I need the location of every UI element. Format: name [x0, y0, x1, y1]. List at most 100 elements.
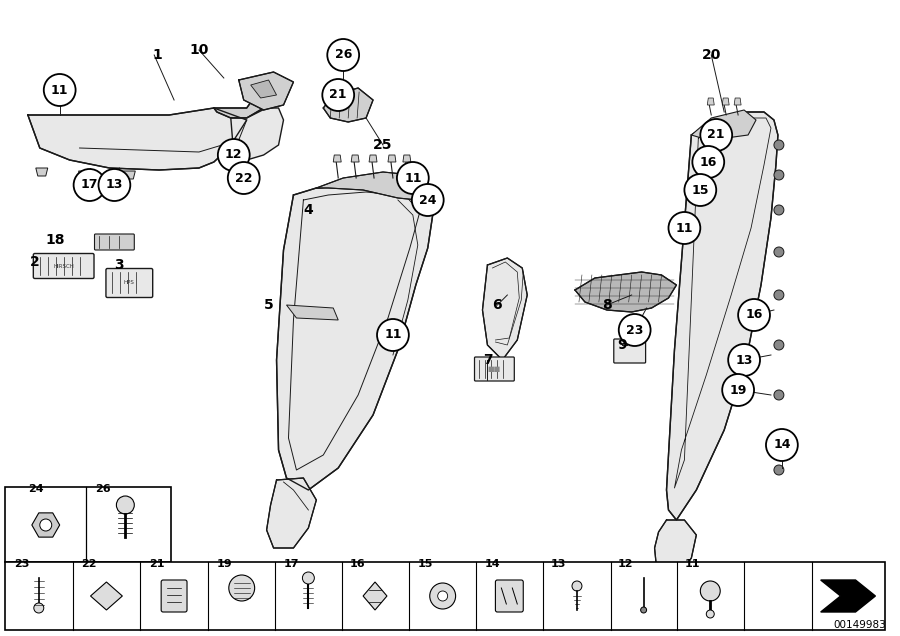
- Polygon shape: [363, 582, 387, 610]
- Polygon shape: [266, 478, 316, 548]
- Circle shape: [774, 247, 784, 257]
- Polygon shape: [123, 171, 135, 179]
- Polygon shape: [369, 155, 377, 162]
- Text: 8: 8: [602, 298, 612, 312]
- Polygon shape: [722, 98, 729, 105]
- Text: 13: 13: [105, 179, 123, 191]
- Circle shape: [322, 79, 354, 111]
- Polygon shape: [78, 171, 91, 179]
- FancyBboxPatch shape: [614, 339, 645, 363]
- Circle shape: [377, 319, 409, 351]
- Text: 23: 23: [626, 324, 644, 336]
- Polygon shape: [351, 155, 359, 162]
- Text: 25: 25: [374, 138, 392, 152]
- Text: 21: 21: [707, 128, 725, 141]
- Circle shape: [700, 581, 720, 601]
- Text: 18: 18: [45, 233, 65, 247]
- Circle shape: [706, 610, 715, 618]
- Text: 23: 23: [14, 559, 30, 569]
- Text: 26: 26: [95, 484, 111, 494]
- Text: 19: 19: [729, 384, 747, 396]
- Circle shape: [328, 39, 359, 71]
- Polygon shape: [276, 185, 433, 490]
- Circle shape: [700, 119, 733, 151]
- Circle shape: [722, 374, 754, 406]
- Circle shape: [774, 465, 784, 475]
- Text: 19: 19: [217, 559, 232, 569]
- Circle shape: [728, 344, 760, 376]
- Polygon shape: [251, 80, 276, 98]
- Text: 5: 5: [264, 298, 274, 312]
- Circle shape: [228, 162, 259, 194]
- Circle shape: [116, 496, 134, 514]
- Text: 12: 12: [617, 559, 634, 569]
- Polygon shape: [36, 168, 48, 176]
- Text: 21: 21: [149, 559, 165, 569]
- Circle shape: [397, 162, 428, 194]
- FancyBboxPatch shape: [94, 234, 134, 250]
- Text: 16: 16: [745, 308, 762, 322]
- FancyBboxPatch shape: [495, 580, 523, 612]
- Bar: [5, 487, 171, 562]
- Polygon shape: [238, 72, 293, 110]
- Circle shape: [218, 139, 249, 171]
- Text: 7: 7: [482, 353, 492, 367]
- Text: 12: 12: [225, 148, 242, 162]
- Text: 14: 14: [773, 438, 790, 452]
- Text: 15: 15: [691, 184, 709, 197]
- Circle shape: [40, 519, 51, 531]
- Text: 11: 11: [384, 329, 401, 342]
- FancyBboxPatch shape: [33, 254, 94, 279]
- Text: 00149983: 00149983: [833, 620, 886, 630]
- Text: 11: 11: [404, 172, 421, 184]
- FancyBboxPatch shape: [161, 580, 187, 612]
- Text: 22: 22: [235, 172, 253, 184]
- Circle shape: [437, 591, 447, 601]
- Circle shape: [774, 170, 784, 180]
- Text: HIRSCH: HIRSCH: [53, 263, 74, 268]
- Text: 11: 11: [676, 221, 693, 235]
- Text: 13: 13: [551, 559, 566, 569]
- Circle shape: [302, 572, 314, 584]
- Polygon shape: [286, 305, 338, 320]
- Text: 24: 24: [419, 193, 436, 207]
- Circle shape: [774, 140, 784, 150]
- Polygon shape: [32, 513, 59, 537]
- Text: 1: 1: [152, 48, 162, 62]
- Circle shape: [774, 340, 784, 350]
- Circle shape: [738, 299, 770, 331]
- Circle shape: [774, 205, 784, 215]
- Polygon shape: [482, 258, 527, 360]
- Circle shape: [684, 174, 716, 206]
- Circle shape: [774, 390, 784, 400]
- Circle shape: [98, 169, 130, 201]
- Text: 4: 4: [303, 203, 313, 217]
- Polygon shape: [230, 108, 284, 160]
- Text: HPS: HPS: [124, 279, 135, 284]
- Text: 22: 22: [82, 559, 97, 569]
- Text: 11: 11: [51, 83, 68, 97]
- Text: 14: 14: [484, 559, 500, 569]
- Text: 3: 3: [114, 258, 124, 272]
- Polygon shape: [734, 98, 741, 105]
- Text: 16: 16: [699, 155, 717, 169]
- Polygon shape: [403, 155, 410, 162]
- Text: 24: 24: [28, 484, 43, 494]
- Polygon shape: [316, 172, 426, 200]
- FancyBboxPatch shape: [106, 268, 153, 298]
- Circle shape: [692, 146, 724, 178]
- Circle shape: [669, 212, 700, 244]
- Polygon shape: [28, 108, 247, 170]
- Circle shape: [619, 314, 651, 346]
- Circle shape: [34, 603, 44, 613]
- Circle shape: [229, 575, 255, 601]
- Circle shape: [74, 169, 105, 201]
- Polygon shape: [667, 112, 778, 520]
- Circle shape: [412, 184, 444, 216]
- Circle shape: [572, 581, 582, 591]
- Text: 13: 13: [735, 354, 752, 366]
- Text: 26: 26: [335, 48, 352, 62]
- Text: 20: 20: [702, 48, 721, 62]
- Circle shape: [774, 290, 784, 300]
- Text: 21: 21: [329, 88, 347, 102]
